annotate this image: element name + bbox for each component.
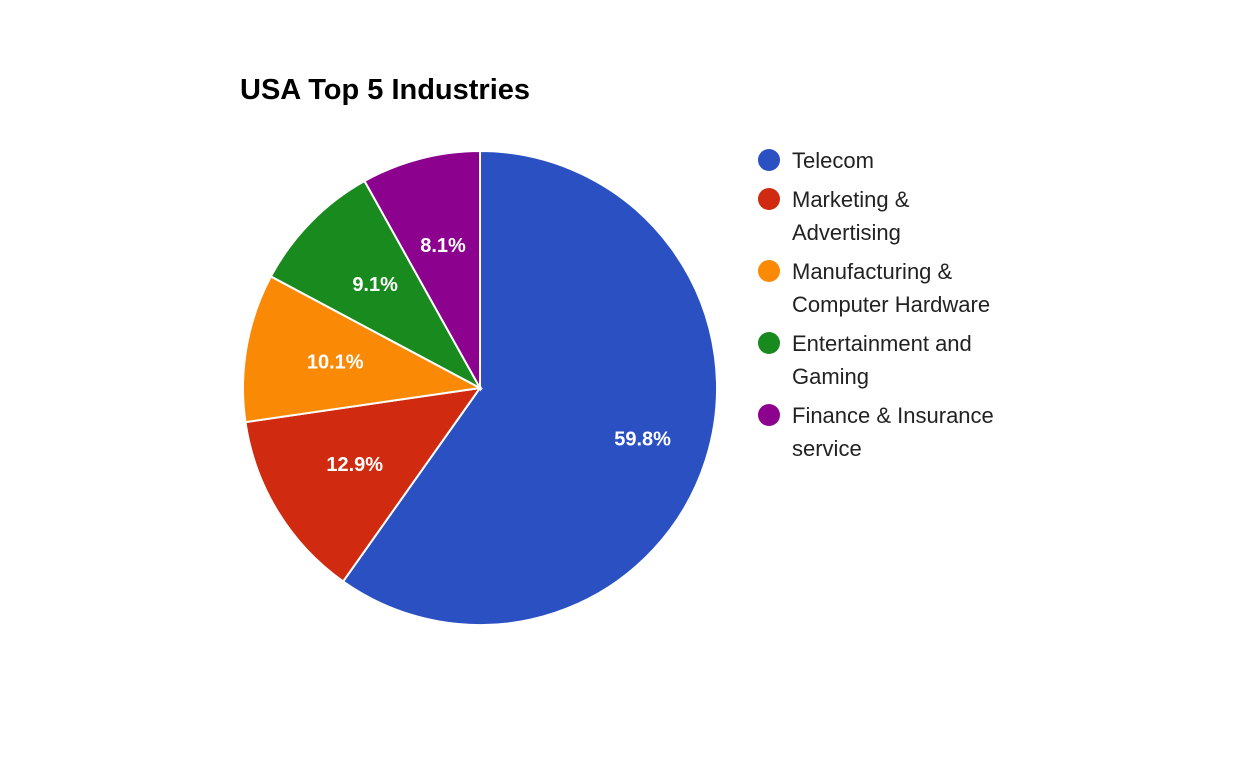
legend-swatch — [758, 404, 780, 426]
slice-label-2: 10.1% — [307, 352, 364, 374]
pie-slice-0 — [341, 149, 718, 626]
legend-label: Manufacturing & Computer Hardware — [792, 259, 991, 317]
legend-label: Finance & Insurance service — [792, 403, 994, 461]
chart-legend: Telecom Marketing & Advertising Manufactur… — [758, 144, 1007, 471]
slice-label-4: 8.1% — [420, 235, 466, 257]
pie-slice-4 — [363, 149, 481, 392]
legend-swatch — [758, 149, 780, 171]
legend-item[interactable]: Finance & Insurance service — [758, 399, 1007, 465]
chart-title: USA Top 5 Industries — [240, 74, 531, 106]
legend-label: Entertainment and Gaming — [792, 331, 972, 389]
legend-item[interactable]: Entertainment and Gaming — [758, 327, 1007, 393]
slice-label-0: 59.8% — [614, 429, 671, 451]
legend-swatch — [758, 188, 780, 210]
pie-slice-1 — [244, 386, 483, 583]
legend-label: Marketing & Advertising — [792, 187, 910, 245]
legend-item[interactable]: Manufacturing & Computer Hardware — [758, 255, 1007, 321]
legend-label: Telecom — [792, 148, 874, 173]
legend-item[interactable]: Marketing & Advertising — [758, 183, 1007, 249]
legend-swatch — [758, 332, 780, 354]
slice-label-1: 12.9% — [326, 454, 383, 476]
legend-item[interactable]: Telecom — [758, 144, 1007, 177]
legend-swatch — [758, 260, 780, 282]
pie-slice-2 — [242, 275, 484, 424]
pie-slice-3 — [269, 179, 483, 391]
slice-label-3: 9.1% — [352, 274, 398, 296]
